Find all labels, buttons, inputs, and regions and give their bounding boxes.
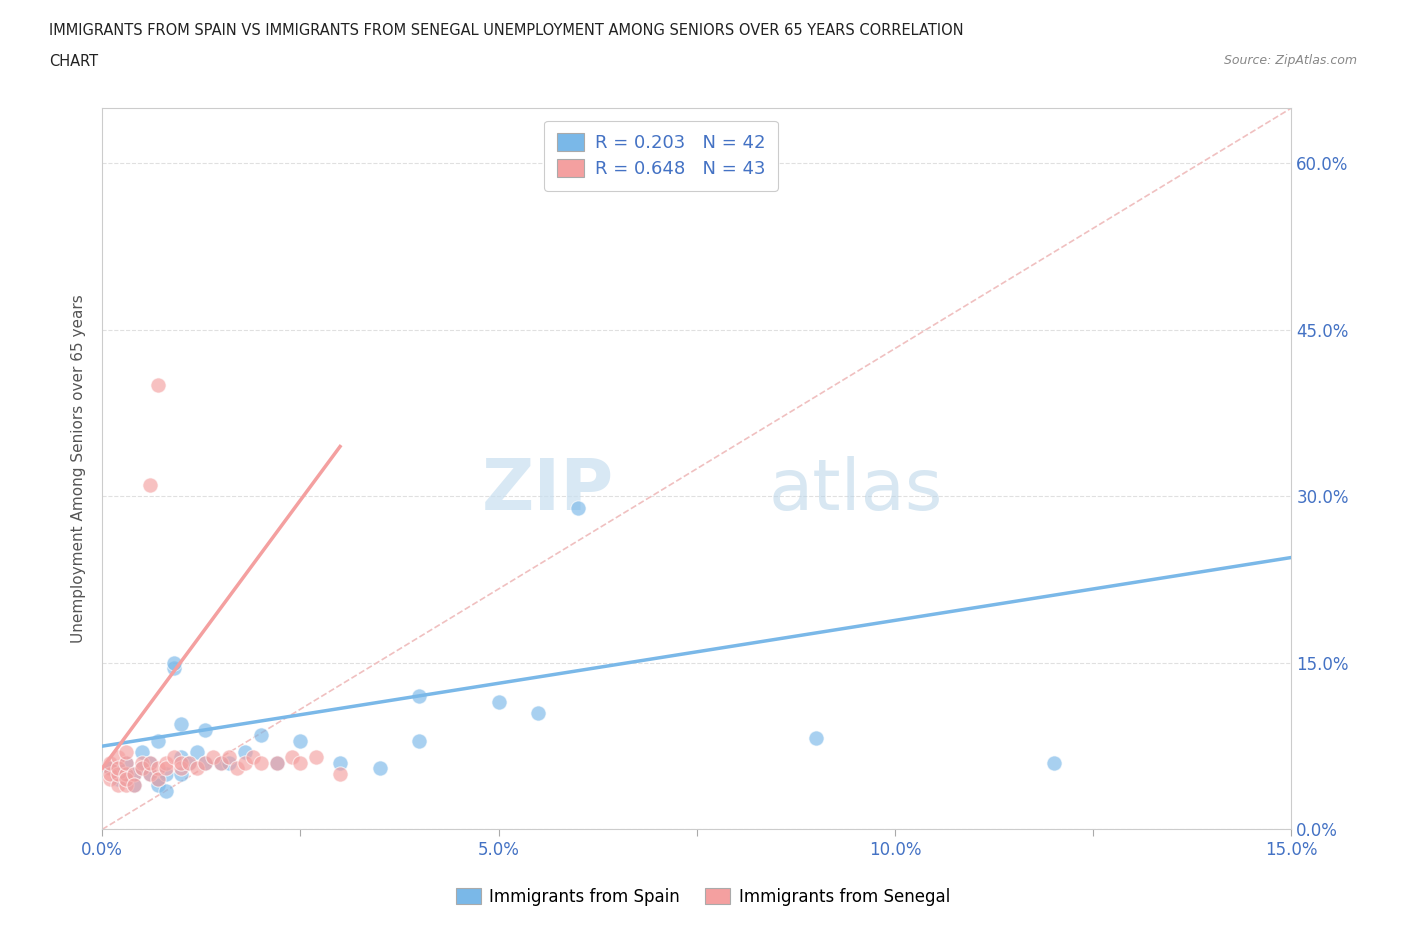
Point bbox=[139, 766, 162, 781]
Point bbox=[146, 733, 169, 748]
Point bbox=[122, 766, 145, 781]
Point bbox=[804, 731, 827, 746]
Text: ZIP: ZIP bbox=[481, 456, 613, 525]
Point bbox=[146, 761, 169, 776]
Point bbox=[186, 761, 208, 776]
Point bbox=[194, 755, 217, 770]
Point bbox=[233, 755, 256, 770]
Point bbox=[107, 761, 129, 776]
Point bbox=[218, 755, 240, 770]
Legend: Immigrants from Spain, Immigrants from Senegal: Immigrants from Spain, Immigrants from S… bbox=[450, 881, 956, 912]
Point bbox=[107, 766, 129, 781]
Point bbox=[115, 777, 138, 792]
Point bbox=[98, 755, 121, 770]
Point bbox=[170, 750, 193, 764]
Point bbox=[329, 766, 352, 781]
Point bbox=[170, 766, 193, 781]
Point bbox=[567, 500, 589, 515]
Point bbox=[139, 478, 162, 493]
Point bbox=[233, 744, 256, 759]
Point bbox=[107, 761, 129, 776]
Point bbox=[122, 766, 145, 781]
Point bbox=[209, 755, 232, 770]
Point bbox=[290, 755, 312, 770]
Point bbox=[115, 755, 138, 770]
Point bbox=[98, 766, 121, 781]
Point bbox=[179, 755, 201, 770]
Point bbox=[139, 755, 162, 770]
Point bbox=[329, 755, 352, 770]
Point bbox=[305, 750, 328, 764]
Point bbox=[98, 761, 121, 776]
Point bbox=[131, 755, 153, 770]
Point bbox=[115, 772, 138, 787]
Point bbox=[115, 772, 138, 787]
Point bbox=[98, 761, 121, 776]
Point bbox=[226, 761, 249, 776]
Point bbox=[115, 755, 138, 770]
Point bbox=[155, 766, 177, 781]
Text: Source: ZipAtlas.com: Source: ZipAtlas.com bbox=[1223, 54, 1357, 67]
Text: CHART: CHART bbox=[49, 54, 98, 69]
Point bbox=[194, 722, 217, 737]
Text: atlas: atlas bbox=[768, 456, 942, 525]
Text: IMMIGRANTS FROM SPAIN VS IMMIGRANTS FROM SENEGAL UNEMPLOYMENT AMONG SENIORS OVER: IMMIGRANTS FROM SPAIN VS IMMIGRANTS FROM… bbox=[49, 23, 965, 38]
Point bbox=[107, 750, 129, 764]
Point bbox=[266, 755, 288, 770]
Point bbox=[218, 750, 240, 764]
Point bbox=[162, 656, 184, 671]
Point bbox=[202, 750, 225, 764]
Y-axis label: Unemployment Among Seniors over 65 years: Unemployment Among Seniors over 65 years bbox=[72, 294, 86, 643]
Point bbox=[146, 772, 169, 787]
Point bbox=[281, 750, 304, 764]
Point bbox=[131, 761, 153, 776]
Legend: R = 0.203   N = 42, R = 0.648   N = 43: R = 0.203 N = 42, R = 0.648 N = 43 bbox=[544, 121, 778, 191]
Point bbox=[107, 777, 129, 792]
Point bbox=[107, 772, 129, 787]
Point bbox=[249, 755, 271, 770]
Point bbox=[146, 378, 169, 392]
Point bbox=[98, 772, 121, 787]
Point bbox=[115, 766, 138, 781]
Point bbox=[115, 766, 138, 781]
Point bbox=[527, 706, 550, 721]
Point bbox=[266, 755, 288, 770]
Point bbox=[155, 755, 177, 770]
Point bbox=[488, 695, 510, 710]
Point bbox=[1042, 755, 1064, 770]
Point bbox=[122, 777, 145, 792]
Point bbox=[131, 761, 153, 776]
Point bbox=[209, 755, 232, 770]
Point bbox=[98, 761, 121, 776]
Point bbox=[170, 761, 193, 776]
Point bbox=[122, 777, 145, 792]
Point bbox=[139, 766, 162, 781]
Point bbox=[408, 733, 430, 748]
Point bbox=[194, 755, 217, 770]
Point bbox=[162, 661, 184, 676]
Point bbox=[408, 689, 430, 704]
Point bbox=[242, 750, 264, 764]
Point bbox=[146, 777, 169, 792]
Point bbox=[186, 744, 208, 759]
Point bbox=[170, 716, 193, 731]
Point bbox=[115, 744, 138, 759]
Point bbox=[155, 761, 177, 776]
Point bbox=[139, 755, 162, 770]
Point bbox=[155, 783, 177, 798]
Point bbox=[179, 755, 201, 770]
Point bbox=[170, 755, 193, 770]
Point bbox=[249, 727, 271, 742]
Point bbox=[162, 750, 184, 764]
Point bbox=[131, 744, 153, 759]
Point bbox=[368, 761, 391, 776]
Point bbox=[290, 733, 312, 748]
Point bbox=[146, 772, 169, 787]
